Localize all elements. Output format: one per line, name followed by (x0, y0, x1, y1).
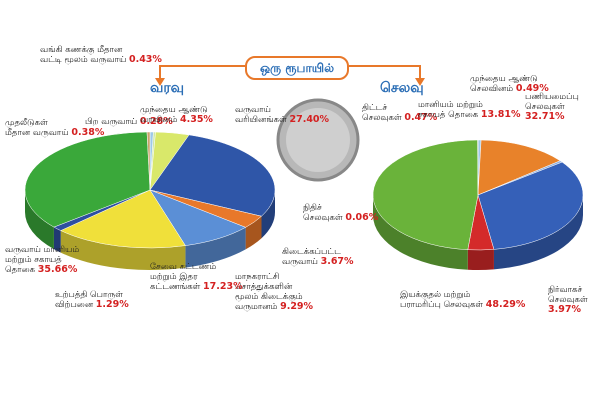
arrow (155, 78, 165, 86)
slice-label: இயக்குதல் மற்றும் பராமரிப்பு செலவுகள் 48… (400, 290, 525, 310)
slice-label: திட்டச் செலவுகள் 0.47% (362, 103, 437, 123)
slice-label: நிர்வாகச் செலவுகள் 3.97% (548, 285, 600, 315)
slice-label: உற்பத்தி பொருள் விற்பனை 1.29% (55, 290, 129, 310)
slice-side (467, 249, 494, 271)
slice (372, 139, 479, 250)
chart-title: செலவு (380, 80, 424, 96)
slice (149, 134, 276, 217)
value-label: 27.40% (289, 114, 330, 125)
slice-side (245, 216, 262, 250)
value-label: 35.66% (37, 264, 78, 275)
value-label: 48.29% (485, 299, 526, 310)
slice-label: வருவாய் வரியினங்கள் 27.40% (235, 105, 329, 125)
value-label: 32.71% (525, 111, 565, 122)
coin-face (286, 108, 350, 172)
value-label: 0.49% (515, 83, 549, 94)
category-label: முந்தைய ஆண்டு செலவினம் (470, 74, 538, 94)
value-label: 0.47% (404, 112, 438, 123)
category-label: நிர்வாகச் செலவுகள் (548, 285, 588, 305)
slice-side (53, 227, 61, 253)
header-title: ஒரு ரூபாயில் (245, 56, 349, 80)
category-label: முந்தைய ஆண்டு வரவினம் (140, 105, 208, 125)
value-label: 0.38% (71, 127, 105, 138)
category-label: வருவாய் மானியம் மற்றும் சகாயத் தொகை (5, 245, 80, 275)
slice (477, 139, 561, 196)
value-label: 0.28% (139, 116, 173, 127)
category-label: வருவாய் வரியினங்கள் (235, 105, 287, 125)
value-label: 17.23% (203, 281, 243, 292)
value-label: 9.29% (280, 301, 314, 312)
slice-label: முதலீடுகள் மீதான வருவாய் 0.38% (5, 118, 104, 138)
slice-side (25, 190, 54, 250)
slice-label: முந்தைய ஆண்டு செலவினம் 0.49% (470, 74, 549, 94)
value-label: 13.81% (480, 109, 521, 120)
category-label: கிடைக்கப்பட்ட வருவாய் (282, 247, 341, 267)
slice-side (261, 190, 275, 239)
arrow (415, 78, 425, 86)
slice-label: சேவை கட்டணம் மற்றும் இதர கட்டணங்கள் 17.2… (150, 262, 243, 292)
slice-side (60, 230, 186, 270)
bracket (159, 65, 421, 80)
category-label: நிதிச் செலவுகள் (303, 203, 343, 223)
category-label: மாநகராட்சி சொத்துக்களின் மூலம் கிடைக்கும… (235, 272, 303, 312)
slice (24, 131, 151, 228)
slice-label: பணியமைப்பு செலவுகள் 32.71% (525, 92, 600, 122)
category-label: மானியம் மற்றும் சகாயத் தொகை (418, 100, 483, 120)
slice-label: பிற வருவாய் 0.28% (85, 116, 173, 128)
slice-label: வருவாய் மானியம் மற்றும் சகாயத் தொகை 35.6… (5, 245, 79, 275)
category-label: உற்பத்தி பொருள் விற்பனை (55, 290, 123, 310)
slice-label: மானியம் மற்றும் சகாயத் தொகை 13.81% (418, 100, 520, 120)
slice-label: முந்தைய ஆண்டு வரவினம் 4.35% (140, 105, 213, 125)
value-label: 3.67% (320, 256, 354, 267)
category-label: பணியமைப்பு செலவுகள் (525, 92, 579, 112)
slice (477, 161, 584, 250)
slice-label: வங்கி கணக்கு மீதான வட்டி மூலம் வருவாய் 0… (40, 45, 162, 65)
value-label: 3.97% (548, 304, 581, 315)
category-label: திட்டச் செலவுகள் (362, 103, 402, 123)
value-label: 4.35% (179, 114, 213, 125)
value-label: 0.06% (345, 212, 379, 223)
category-label: பிற வருவாய் (85, 117, 138, 127)
slice-side (185, 227, 246, 268)
slice-side (493, 195, 583, 270)
slice-label: கிடைக்கப்பட்ட வருவாய் 3.67% (282, 247, 354, 267)
category-label: இயக்குதல் மற்றும் பராமரிப்பு செலவுகள் (400, 290, 484, 310)
value-label: 1.29% (95, 299, 129, 310)
slice (146, 131, 151, 191)
slice (60, 189, 186, 249)
chart-title: வரவு (150, 80, 185, 96)
slice-label: நிதிச் செலவுகள் 0.06% (303, 203, 378, 223)
slice-side (372, 195, 468, 270)
slice-label: மாநகராட்சி சொத்துக்களின் மூலம் கிடைக்கும… (235, 272, 313, 312)
category-label: சேவை கட்டணம் மற்றும் இதர கட்டணங்கள் (150, 262, 217, 292)
category-label: வங்கி கணக்கு மீதான வட்டி மூலம் வருவாய் (40, 45, 127, 65)
value-label: 0.43% (128, 54, 162, 65)
category-label: முதலீடுகள் மீதான வருவாய் (5, 118, 69, 138)
